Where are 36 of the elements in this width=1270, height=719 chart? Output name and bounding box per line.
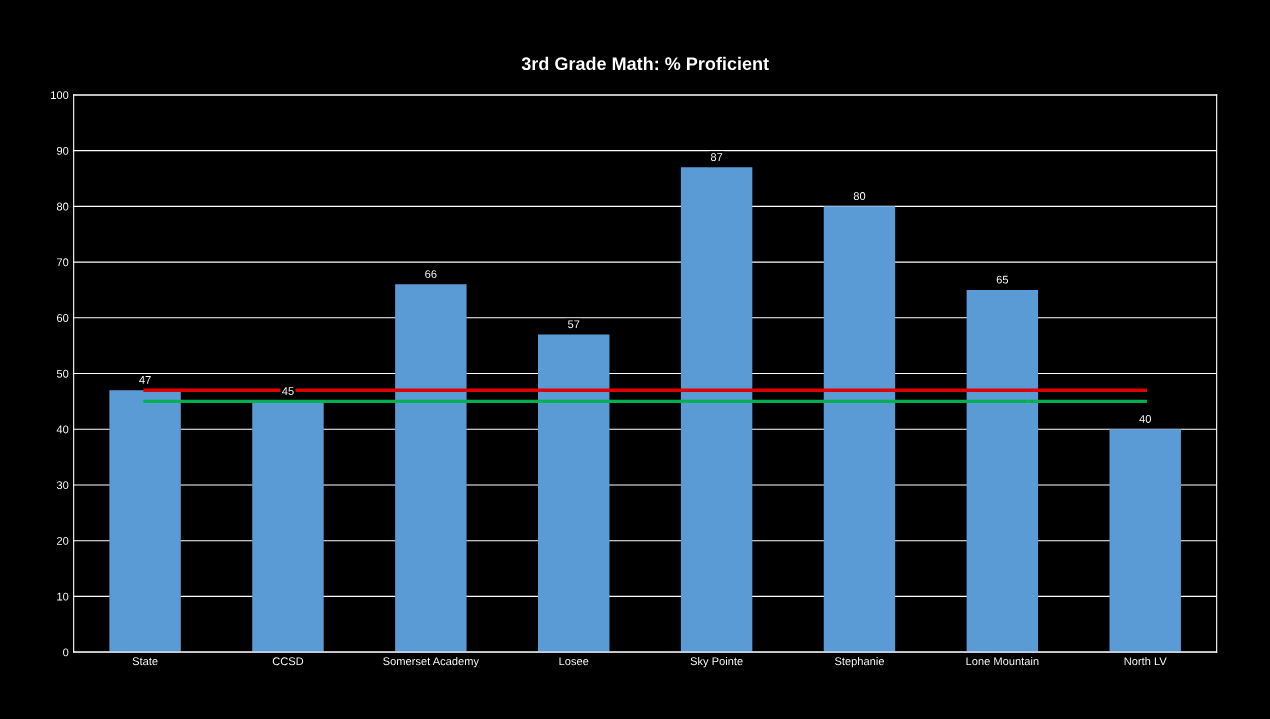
bar	[680, 167, 753, 653]
y-tick-label: 10	[57, 592, 69, 601]
bar	[966, 289, 1039, 653]
bar	[1109, 429, 1181, 653]
bar	[395, 284, 467, 653]
data-label: 40	[1139, 415, 1151, 423]
data-label: 66	[425, 270, 437, 278]
data-label: 47	[139, 376, 151, 384]
bar	[109, 390, 181, 653]
x-tick-label: Lone Mountain	[966, 656, 1039, 666]
x-tick-label: Sky Pointe	[690, 656, 743, 668]
y-tick-label: 100	[51, 91, 69, 100]
data-label: 57	[567, 320, 580, 329]
data-label: 45	[282, 387, 294, 396]
y-tick-label: 90	[56, 146, 69, 155]
x-tick-label: Somerset Academy	[383, 656, 479, 668]
y-tick-label: 80	[56, 202, 69, 211]
x-tick-label: CCSD	[272, 657, 304, 666]
x-tick-label: Losee	[559, 657, 589, 666]
y-tick-label: 30	[56, 481, 69, 490]
chart-title: 3rd Grade Math: % Proficient	[521, 56, 769, 71]
bar	[538, 334, 610, 653]
bar	[823, 206, 896, 653]
data-label: 80	[853, 192, 866, 200]
x-tick-label: State	[132, 657, 158, 666]
bar	[252, 401, 324, 653]
data-label: 87	[710, 153, 723, 161]
x-tick-label: Stephanie	[834, 656, 884, 668]
x-tick-label: North LV	[1124, 656, 1167, 666]
y-tick-label: 70	[57, 258, 69, 267]
y-tick-label: 20	[57, 536, 69, 545]
y-tick-label: 40	[56, 425, 69, 434]
data-label: 65	[996, 275, 1009, 284]
y-tick-label: 0	[63, 648, 69, 657]
y-tick-label: 50	[56, 369, 69, 378]
y-tick-label: 60	[57, 314, 69, 322]
